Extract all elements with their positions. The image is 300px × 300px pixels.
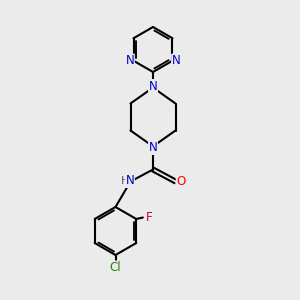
Text: N: N xyxy=(125,174,134,188)
Text: N: N xyxy=(125,54,134,67)
Text: N: N xyxy=(172,54,181,67)
Text: F: F xyxy=(146,211,152,224)
Text: N: N xyxy=(148,141,158,154)
Text: H: H xyxy=(121,176,129,186)
Text: N: N xyxy=(148,80,158,93)
Text: O: O xyxy=(176,175,185,188)
Text: Cl: Cl xyxy=(110,261,121,274)
